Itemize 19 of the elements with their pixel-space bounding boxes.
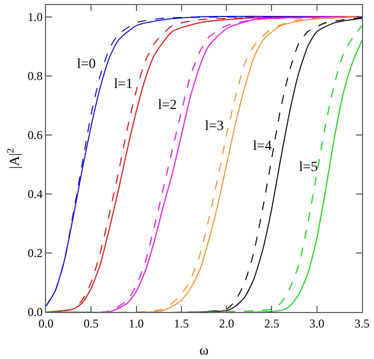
x-tick-label: 1.5 xyxy=(174,316,189,330)
series-label: l=4 xyxy=(253,139,272,154)
y-tick-label: 0.6 xyxy=(28,128,43,142)
x-tick-label: 1.0 xyxy=(128,316,144,330)
x-tick-label: 3.5 xyxy=(354,316,370,330)
y-tick-label: 0.2 xyxy=(28,246,43,260)
x-tick-label: 3.0 xyxy=(309,316,324,330)
series-label: l=3 xyxy=(205,119,224,134)
x-tick-label: 0.5 xyxy=(84,316,99,330)
x-axis-title: ω xyxy=(199,344,209,359)
x-tick-label: 2.5 xyxy=(264,316,280,330)
series-label: l=0 xyxy=(77,57,96,72)
series-label: l=1 xyxy=(114,77,133,92)
y-tick-label: 0.8 xyxy=(28,69,43,84)
series-label: l=2 xyxy=(158,98,177,113)
y-tick-label: 1.0 xyxy=(28,10,43,24)
x-tick-label: 2.0 xyxy=(219,316,234,330)
y-tick-label: 0.4 xyxy=(28,187,43,202)
series-label: l=5 xyxy=(299,160,318,175)
